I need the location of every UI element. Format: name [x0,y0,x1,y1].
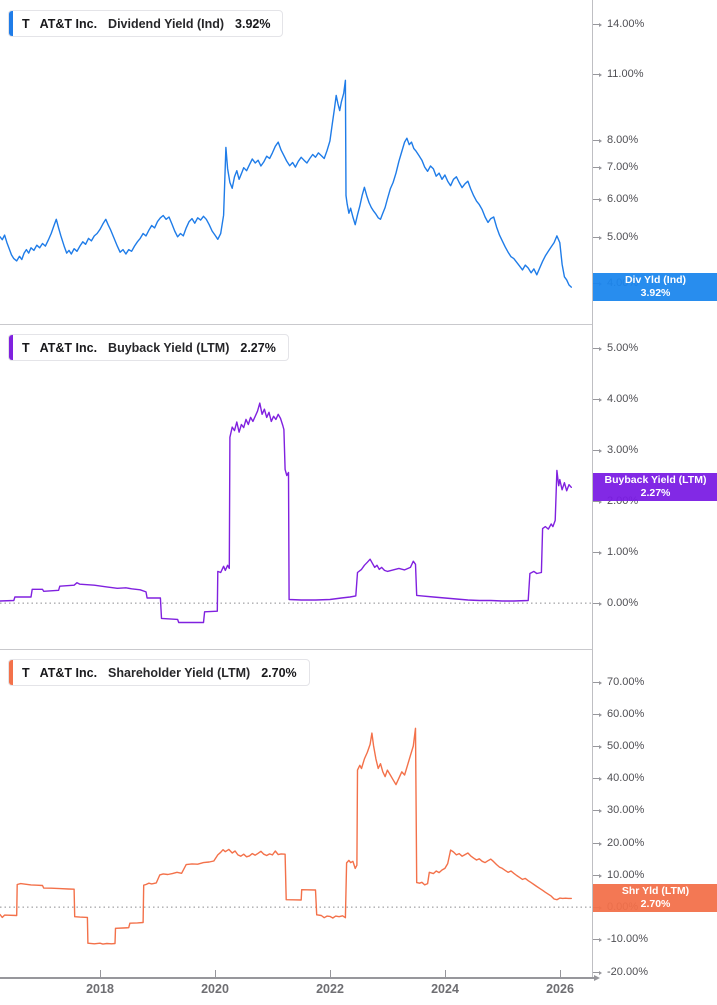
ticker-symbol: T [22,340,30,355]
chart-panel-dividend-yield[interactable]: T AT&T Inc. Dividend Yield (Ind) 3.92% [0,0,592,324]
dividend-yield-series-line [0,79,572,288]
x-axis-tick [330,970,331,977]
chart-panel-shareholder-yield[interactable]: T AT&T Inc. Shareholder Yield (LTM) 2.70… [0,649,592,977]
y-axis-tick-label: -10.00% [607,933,648,945]
badge-value: 2.70% [640,898,671,910]
x-axis-year-label: 2022 [316,982,344,996]
metric-value: 2.70% [261,665,297,680]
y-axis-tick [593,197,602,202]
panel-divider [0,649,717,650]
y-axis-tick-label: 50.00% [607,740,645,752]
y-axis-tick [593,22,602,27]
series-color-accent [9,335,13,360]
metric-value: 3.92% [235,16,271,31]
y-axis-tick [593,937,602,942]
series-color-accent [9,660,13,685]
y-axis-tick-label: 40.00% [607,772,645,784]
y-axis-tick [593,744,602,749]
badge-label: Div Yld (Ind) [624,274,687,286]
y-axis-tick-label: 1.00% [607,546,639,558]
last-value-badge-buyback-yield: Buyback Yield (LTM) 2.27% [593,473,717,501]
y-axis-tick [593,499,602,504]
dividend-yield-line-chart [0,79,572,288]
last-value-badge-shareholder-yield: Shr Yld (LTM) 2.70% [593,884,717,912]
x-axis-year-label: 2020 [201,982,229,996]
y-axis-tick [593,165,602,170]
y-axis-tick-label: 6.00% [607,193,639,205]
y-axis-tick [593,72,602,77]
y-axis-tick [593,138,602,143]
series-color-accent [9,11,13,36]
y-axis-tick-label: 60.00% [607,708,645,720]
x-axis-year-label: 2024 [431,982,459,996]
y-axis-tick [593,397,602,402]
metric-value: 2.27% [240,340,276,355]
buyback-yield-line-chart [0,402,592,624]
x-axis-tick [100,970,101,977]
legend-shareholder-yield[interactable]: T AT&T Inc. Shareholder Yield (LTM) 2.70… [8,659,310,686]
y-axis-tick [593,550,602,555]
company-name: AT&T Inc. [39,340,98,355]
x-axis-line [0,975,600,981]
y-axis-tick-label: 70.00% [607,676,645,688]
right-axis-panel: 14.00% 11.00% 8.00% 7.00% 6.00% 5.00% 4.00% Di… [592,0,717,978]
x-axis-tick [445,970,446,977]
y-axis-tick-label: 5.00% [607,342,639,354]
ticker-symbol: T [22,665,30,680]
x-axis-tick [215,970,216,977]
y-axis-tick-label: 3.00% [607,444,639,456]
metric-name: Dividend Yield (Ind) [108,16,225,31]
company-name: AT&T Inc. [39,665,98,680]
y-axis-tick [593,776,602,781]
x-axis-year-label: 2018 [86,982,114,996]
badge-label: Shr Yld (LTM) [621,885,690,897]
badge-label: Buyback Yield (LTM) [604,474,707,486]
y-axis-tick-label: 4.00% [607,393,639,405]
y-axis-tick-label: -20.00% [607,966,648,978]
legend-buyback-yield[interactable]: T AT&T Inc. Buyback Yield (LTM) 2.27% [8,334,289,361]
chart-panel-buyback-yield[interactable]: T AT&T Inc. Buyback Yield (LTM) 2.27% [0,324,592,649]
shareholder-yield-line-chart [0,727,592,945]
y-axis-tick-label: 30.00% [607,804,645,816]
y-axis-tick-label: 5.00% [607,231,639,243]
x-axis-year-label: 2026 [546,982,574,996]
y-axis-tick [593,970,602,975]
ticker-symbol: T [22,16,30,31]
panel-divider [0,324,717,325]
company-name: AT&T Inc. [39,16,98,31]
last-value-badge-dividend-yield: Div Yld (Ind) 3.92% [593,273,717,301]
badge-value: 2.27% [640,487,671,499]
y-axis-tick-label: 0.00% [607,597,639,609]
y-axis-tick [593,873,602,878]
y-axis-tick [593,712,602,717]
x-axis-tick [560,970,561,977]
y-axis-tick [593,235,602,240]
y-axis-tick-label: 7.00% [607,161,639,173]
buyback-yield-series-line [0,402,572,624]
y-axis-tick-label: 11.00% [607,68,644,80]
metric-name: Shareholder Yield (LTM) [108,665,251,680]
y-axis-tick [593,346,602,351]
badge-value: 3.92% [640,287,671,299]
shareholder-yield-series-line [0,727,572,945]
y-axis-tick [593,448,602,453]
y-axis-tick [593,841,602,846]
metric-name: Buyback Yield (LTM) [108,340,230,355]
y-axis-tick [593,808,602,813]
y-axis-tick-label: 14.00% [607,18,645,30]
legend-dividend-yield[interactable]: T AT&T Inc. Dividend Yield (Ind) 3.92% [8,10,284,37]
y-axis-tick [593,680,602,685]
y-axis-tick [593,601,602,606]
y-axis-tick-label: 8.00% [607,134,639,146]
y-axis-tick-label: 20.00% [607,837,645,849]
y-axis-tick-label: 10.00% [607,869,645,881]
